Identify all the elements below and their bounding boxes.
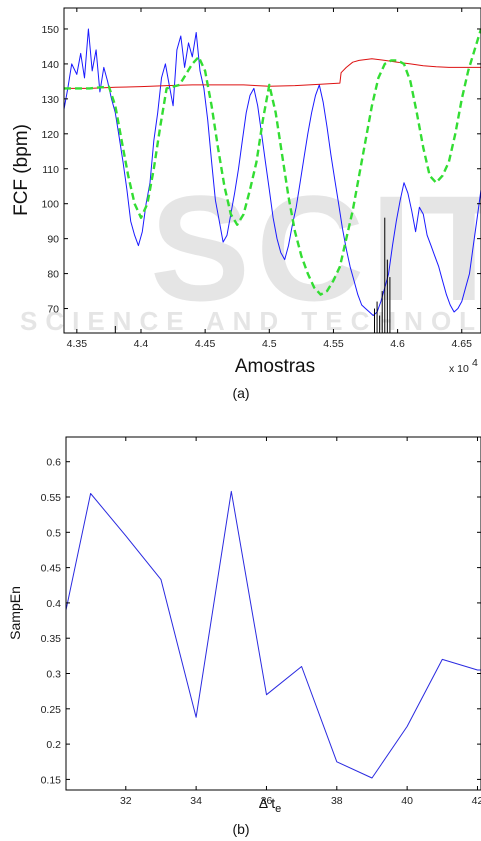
- series-line-1: [64, 58, 481, 89]
- x-axis-label: Δ te: [259, 795, 281, 815]
- x-tick-label-6: 4.65: [452, 338, 473, 350]
- y-tick-label-6: 0.45: [41, 563, 62, 575]
- x-tick-label-5: 4.6: [390, 338, 405, 350]
- caption-b: (b): [232, 821, 249, 837]
- y-tick-label-2: 0.25: [41, 704, 62, 716]
- plot-area-a: [64, 28, 481, 333]
- watermark-letters: SCITE: [150, 164, 481, 332]
- y-tick-label-0: 70: [47, 304, 59, 316]
- x-tick-label-4: 4.55: [323, 338, 344, 350]
- x-tick-label-5: 42: [472, 795, 481, 807]
- y-tick-label-2: 90: [47, 234, 59, 246]
- y-axis-label: FCF (bpm): [11, 124, 32, 216]
- x-tick-label-2: 4.45: [195, 338, 216, 350]
- x-multiplier-exponent: 4: [472, 357, 478, 369]
- y-tick-label-4: 0.35: [41, 633, 62, 645]
- watermark-subtitle: SCIENCE AND TECHNOLOGY: [20, 306, 481, 336]
- x-tick-label-1: 4.4: [134, 338, 149, 350]
- y-tick-label-8: 150: [41, 24, 59, 36]
- plot-frame: [65, 436, 481, 791]
- watermark-logo: SCITESCIENCE AND TECHNOLOGY: [20, 164, 481, 336]
- x-multiplier-label: x 10: [449, 363, 469, 375]
- series-line-0: [66, 490, 481, 779]
- y-tick-label-7: 140: [41, 59, 59, 71]
- x-axis-label: Amostras: [235, 356, 315, 377]
- plot-frame: [63, 7, 481, 334]
- x-tick-label-3: 4.5: [262, 338, 277, 350]
- caption-a: (a): [232, 385, 249, 401]
- x-tick-label-0: 32: [120, 795, 132, 807]
- plot-area-b: [66, 490, 481, 779]
- x-tick-label-4: 40: [401, 795, 413, 807]
- x-tick-label-0: 4.35: [67, 338, 88, 350]
- x-tick-label-3: 38: [331, 795, 343, 807]
- y-tick-label-4: 110: [42, 164, 59, 176]
- y-tick-label-9: 0.6: [46, 457, 61, 469]
- y-tick-label-0: 0.15: [41, 774, 62, 786]
- x-tick-label-1: 34: [190, 795, 202, 807]
- y-tick-label-5: 120: [41, 129, 59, 141]
- chart-b: 32 34 36 38 40 42 0.15 0.2 0.25 0.3 0.35 0.4 0.45 0.5…: [7, 436, 481, 837]
- y-axis-label: SampEn: [7, 586, 23, 640]
- y-tick-label-1: 0.2: [46, 739, 61, 751]
- x-tick-label-2: 36: [261, 795, 273, 807]
- chart-a: SCITESCIENCE AND TECHNOLOGY 4.35 4.4 4.45 4.…: [11, 7, 481, 401]
- series-line-2: [64, 28, 481, 296]
- y-tick-label-3: 0.3: [46, 669, 61, 681]
- y-tick-label-7: 0.5: [46, 527, 61, 539]
- y-tick-label-8: 0.55: [41, 492, 62, 504]
- y-tick-label-3: 100: [41, 199, 59, 211]
- y-tick-label-5: 0.4: [46, 598, 61, 610]
- series-line-0: [64, 28, 481, 316]
- y-tick-label-1: 80: [47, 269, 59, 281]
- y-tick-label-6: 130: [41, 94, 59, 106]
